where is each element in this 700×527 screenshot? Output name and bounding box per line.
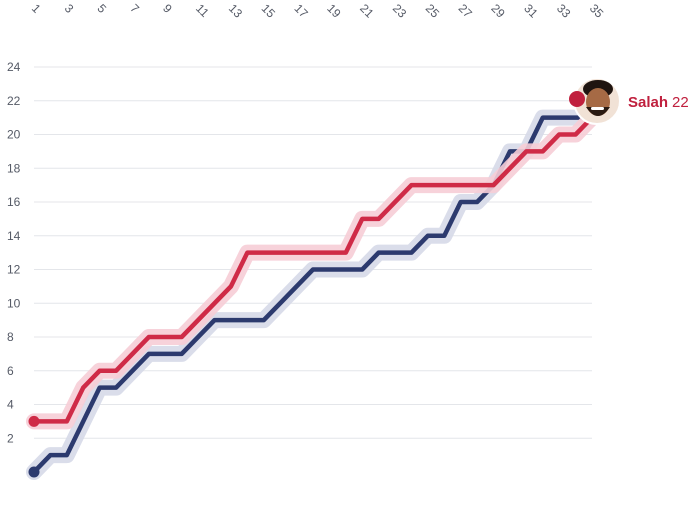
y-tick-label: 20 xyxy=(7,128,21,142)
y-tick-label: 6 xyxy=(7,364,14,378)
y-tick-label: 14 xyxy=(7,229,21,243)
avatar-smile xyxy=(591,107,604,110)
x-tick-label: 1 xyxy=(29,1,44,16)
x-tick-label: 3 xyxy=(62,1,77,16)
y-tick-label: 24 xyxy=(7,60,21,74)
x-tick-label: 21 xyxy=(357,1,377,21)
y-tick-label: 22 xyxy=(7,94,21,108)
salah-start-dot xyxy=(28,415,40,427)
callout-player-name: Salah xyxy=(628,94,668,111)
x-tick-label: 31 xyxy=(521,1,541,21)
salah-series-line xyxy=(31,115,595,424)
y-tick-label: 18 xyxy=(7,161,21,175)
x-tick-label: 29 xyxy=(488,1,508,21)
y-tick-label: 16 xyxy=(7,195,21,209)
y-tick-label: 8 xyxy=(7,330,14,344)
x-tick-label: 27 xyxy=(456,1,476,21)
x-tick-label: 13 xyxy=(226,1,246,21)
salah-series xyxy=(26,109,600,430)
x-tick-label: 9 xyxy=(160,1,175,16)
player-callout: Salah 22 xyxy=(569,77,689,125)
x-tick-label: 19 xyxy=(324,1,344,21)
x-tick-label: 15 xyxy=(259,1,279,21)
player-avatar-icon xyxy=(569,77,621,125)
y-tick-label: 12 xyxy=(7,263,21,277)
x-tick-label: 35 xyxy=(587,1,607,21)
series-1-start-dot xyxy=(28,466,40,478)
callout-goal-count: 22 xyxy=(672,94,689,111)
y-tick-label: 4 xyxy=(7,398,14,412)
y-tick-label: 2 xyxy=(7,431,14,445)
x-tick-label: 7 xyxy=(127,1,142,16)
x-tick-label: 5 xyxy=(95,1,110,16)
avatar-ring-accent xyxy=(569,91,585,107)
x-tick-label: 17 xyxy=(291,1,311,21)
x-tick-label: 25 xyxy=(423,1,443,21)
x-tick-label: 23 xyxy=(390,1,410,21)
x-tick-label: 33 xyxy=(554,1,574,21)
y-tick-label: 10 xyxy=(7,296,21,310)
x-tick-label: 11 xyxy=(193,1,212,20)
